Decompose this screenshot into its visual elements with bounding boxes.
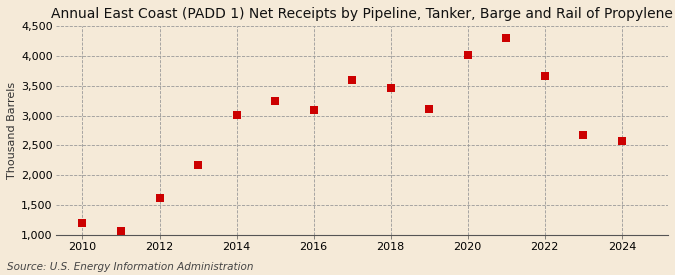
Y-axis label: Thousand Barrels: Thousand Barrels (7, 82, 17, 179)
Point (501, 35, 512, 40)
Point (77, 221, 88, 225)
Title: Annual East Coast (PADD 1) Net Receipts by Pipeline, Tanker, Barge and Rail of P: Annual East Coast (PADD 1) Net Receipts … (51, 7, 673, 21)
Point (462, 53, 473, 57)
Text: Source: U.S. Energy Information Administration: Source: U.S. Energy Information Administ… (7, 262, 253, 272)
Point (231, 113, 242, 117)
Point (424, 107, 435, 111)
Point (539, 74, 550, 78)
Point (308, 108, 319, 112)
Point (347, 78, 358, 83)
Point (578, 132, 589, 137)
Point (616, 139, 627, 143)
Point (270, 99, 281, 103)
Point (154, 196, 165, 200)
Point (385, 86, 396, 90)
Point (115, 229, 126, 233)
Point (192, 163, 203, 167)
